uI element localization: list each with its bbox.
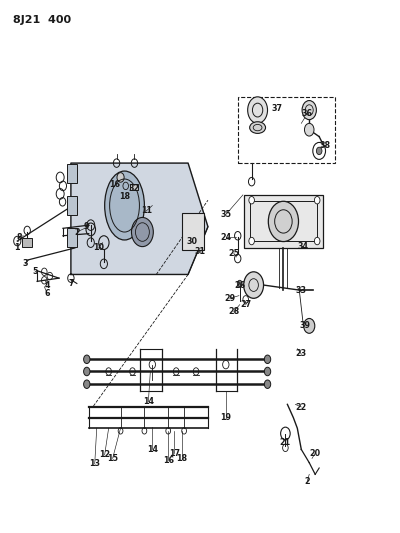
Text: 36: 36 bbox=[302, 109, 313, 118]
Text: 34: 34 bbox=[298, 242, 309, 251]
Circle shape bbox=[244, 272, 264, 298]
Text: 38: 38 bbox=[320, 141, 331, 150]
Text: 32: 32 bbox=[129, 183, 140, 192]
Bar bbox=[244, 195, 323, 248]
Text: 17: 17 bbox=[169, 449, 180, 458]
Text: 29: 29 bbox=[224, 294, 235, 303]
Text: 14: 14 bbox=[143, 397, 154, 406]
Text: 13: 13 bbox=[89, 459, 100, 469]
Text: 20: 20 bbox=[310, 449, 321, 458]
Bar bbox=[67, 164, 77, 183]
Text: 33: 33 bbox=[296, 286, 307, 295]
Bar bbox=[130, 184, 138, 190]
Circle shape bbox=[314, 237, 320, 245]
Text: 16: 16 bbox=[109, 180, 120, 189]
Circle shape bbox=[84, 355, 90, 364]
Text: 18: 18 bbox=[176, 454, 188, 463]
Polygon shape bbox=[71, 163, 208, 274]
Circle shape bbox=[248, 97, 268, 123]
Text: 8: 8 bbox=[16, 233, 22, 242]
Text: 3: 3 bbox=[22, 260, 28, 268]
Circle shape bbox=[264, 380, 271, 389]
Circle shape bbox=[249, 197, 254, 204]
Text: 9: 9 bbox=[84, 222, 90, 231]
Circle shape bbox=[268, 201, 298, 241]
Bar bbox=[22, 238, 32, 247]
Bar bbox=[182, 214, 204, 249]
Text: 2: 2 bbox=[74, 228, 80, 237]
Text: 25: 25 bbox=[228, 249, 239, 258]
Text: 5: 5 bbox=[32, 268, 38, 276]
Circle shape bbox=[264, 367, 271, 376]
Circle shape bbox=[316, 147, 322, 155]
Text: 23: 23 bbox=[296, 350, 307, 359]
Ellipse shape bbox=[105, 171, 144, 240]
Text: 24: 24 bbox=[220, 233, 231, 242]
Circle shape bbox=[302, 101, 316, 119]
Circle shape bbox=[304, 318, 315, 333]
Text: 14: 14 bbox=[147, 445, 158, 454]
Text: 18: 18 bbox=[119, 192, 130, 201]
Text: 10: 10 bbox=[93, 244, 104, 253]
Text: 35: 35 bbox=[220, 210, 231, 219]
Text: 30: 30 bbox=[186, 237, 198, 246]
Ellipse shape bbox=[250, 122, 266, 133]
Bar bbox=[238, 97, 335, 163]
Text: 16: 16 bbox=[163, 456, 174, 465]
Circle shape bbox=[117, 173, 124, 182]
Text: 1: 1 bbox=[14, 244, 20, 253]
Circle shape bbox=[314, 197, 320, 204]
Circle shape bbox=[249, 237, 254, 245]
Circle shape bbox=[237, 280, 242, 287]
Circle shape bbox=[84, 380, 90, 389]
Circle shape bbox=[84, 367, 90, 376]
Text: 39: 39 bbox=[300, 321, 311, 330]
Text: 7: 7 bbox=[68, 279, 74, 288]
Text: 15: 15 bbox=[107, 454, 118, 463]
Circle shape bbox=[304, 123, 314, 136]
Text: 8J21  400: 8J21 400 bbox=[13, 14, 72, 25]
Text: 37: 37 bbox=[272, 104, 283, 113]
Bar bbox=[250, 201, 317, 241]
Ellipse shape bbox=[132, 217, 153, 247]
Bar bbox=[67, 196, 77, 215]
Text: 4: 4 bbox=[44, 280, 50, 289]
Text: 6: 6 bbox=[44, 288, 50, 297]
Text: 21: 21 bbox=[280, 438, 291, 447]
Text: 26: 26 bbox=[234, 280, 245, 289]
Text: 2: 2 bbox=[304, 477, 310, 486]
Text: 31: 31 bbox=[194, 247, 206, 256]
Text: 28: 28 bbox=[228, 307, 239, 316]
Text: 11: 11 bbox=[141, 206, 152, 215]
Text: 22: 22 bbox=[296, 402, 307, 411]
Circle shape bbox=[264, 355, 271, 364]
Bar bbox=[67, 228, 77, 247]
Text: 19: 19 bbox=[220, 413, 231, 422]
Text: 27: 27 bbox=[240, 300, 251, 309]
Text: 12: 12 bbox=[99, 450, 110, 459]
